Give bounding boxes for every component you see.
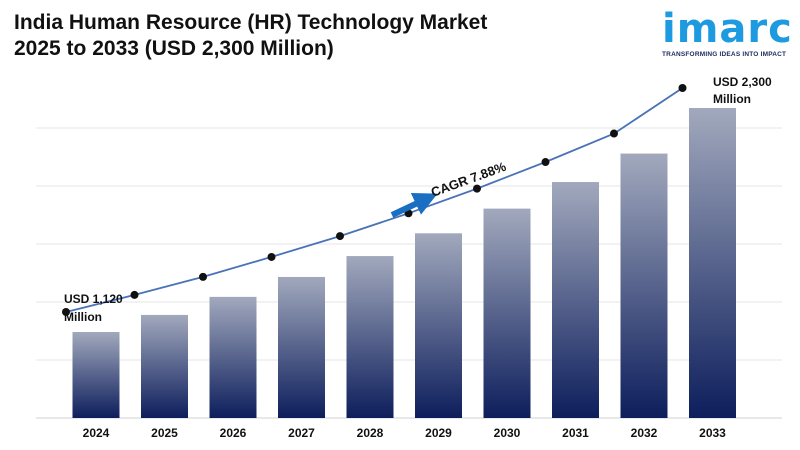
bar-2027 [278,276,325,418]
start-value-label-line-2: Million [64,310,102,324]
imarc-logo: imarc TRANSFORMING IDEAS INTO IMPACT [648,6,792,64]
bar-2028 [346,256,394,418]
trend-marker-2024 [62,308,70,316]
chart-title-line-1: India Human Resource (HR) Technology Mar… [14,11,488,34]
start-value-label-line-1: USD 1,120 [64,292,123,306]
trend-marker-2033 [678,84,687,92]
logo-wordmark: imarc [662,6,793,52]
x-tick-label-2030: 2030 [494,426,521,440]
x-tick-label-2026: 2026 [220,426,247,440]
trend-marker-2026 [199,272,207,281]
trend-marker-2031 [541,158,550,167]
bar-2025 [141,314,188,418]
x-tick-label-2024: 2024 [83,426,110,440]
bar-2032 [620,153,668,418]
trend-marker-2028 [336,232,344,241]
bar-2029 [415,233,462,418]
logo-tagline: TRANSFORMING IDEAS INTO IMPACT [662,51,787,58]
bar-2031 [552,182,599,418]
bars [72,108,736,418]
trend-marker-2027 [267,252,276,261]
trend-marker-2025 [130,290,139,299]
bar-2033 [689,108,736,418]
end-value-label-line-2: Million [713,92,751,106]
x-tick-label-2027: 2027 [288,426,315,440]
chart-title: India Human Resource (HR) Technology Mar… [14,10,487,62]
x-tick-label-2025: 2025 [151,426,178,440]
trend-line [65,87,683,313]
x-tick-label-2032: 2032 [631,426,658,440]
bar-2026 [209,296,257,418]
cagr-arrow-icon [390,192,438,218]
trend-marker-2032 [610,129,618,138]
trend-marker-2030 [473,184,481,193]
cagr-label: CAGR 7.88% [429,159,509,200]
bar-2030 [483,208,531,418]
end-value-label-line-1: USD 2,300 [713,75,772,89]
x-tick-label-2033: 2033 [699,426,726,440]
x-tick-label-2031: 2031 [562,426,589,440]
x-axis-ticks: 2024 2025 2026 2027 2028 2029 2030 2031 2032 2033 [83,426,727,440]
trend-markers [62,84,687,316]
x-tick-label-2028: 2028 [357,426,384,440]
x-tick-label-2029: 2029 [425,426,452,440]
chart-title-line-2: 2025 to 2033 (USD 2,300 Million) [14,37,334,60]
bar-2024 [72,332,120,418]
